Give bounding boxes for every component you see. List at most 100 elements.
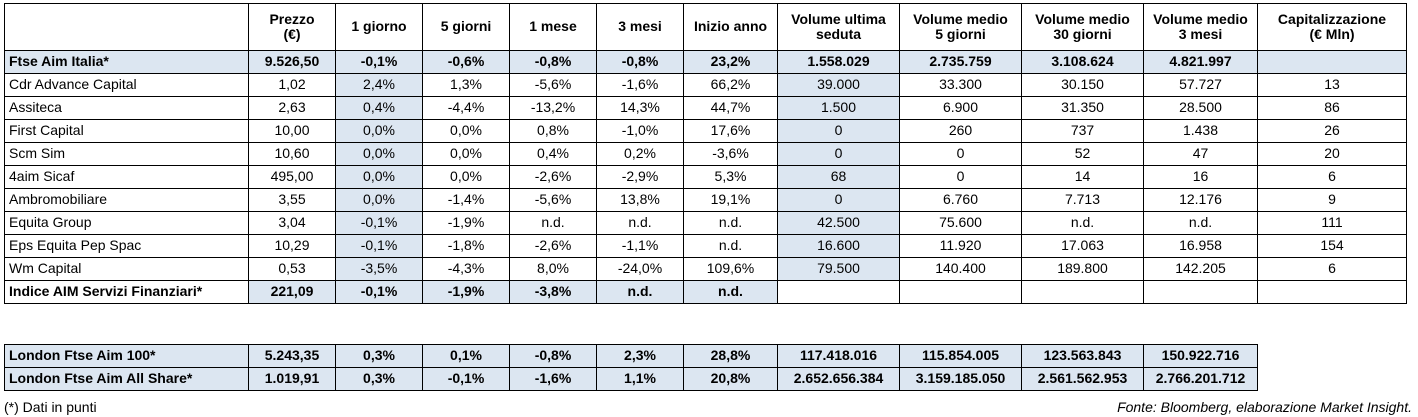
cell-col-3: 1,3% bbox=[422, 73, 510, 97]
column-header: 3 mesi bbox=[596, 3, 684, 51]
cell-col-6: n.d. bbox=[683, 280, 778, 304]
table-row: Wm Capital 0,53 -3,5% -4,3% 8,0% -24,0% 109,6%… bbox=[4, 257, 1407, 281]
index-row: Ftse Aim Italia* 9.526,50 -0,1% -0,6% -0,8% -… bbox=[4, 50, 1407, 74]
row-label: 4aim Sicaf bbox=[4, 165, 249, 189]
cell-col-5: 14,3% bbox=[596, 96, 684, 120]
source-note: Fonte: Bloomberg, elaborazione Market In… bbox=[1117, 399, 1412, 415]
cell-col-1: 3,04 bbox=[248, 211, 336, 235]
cell-col-10: 1.438 bbox=[1143, 119, 1258, 143]
cell-col-7 bbox=[777, 280, 900, 304]
row-label: London Ftse Aim 100* bbox=[4, 344, 249, 368]
cell-col-10: 47 bbox=[1143, 142, 1258, 166]
cell-col-11: 20 bbox=[1257, 142, 1407, 166]
column-header: 1 mese bbox=[509, 3, 597, 51]
cell-col-10: 12.176 bbox=[1143, 188, 1258, 212]
cell-col-10: 16.958 bbox=[1143, 234, 1258, 258]
column-header: Volume ultima seduta bbox=[777, 3, 900, 51]
cell-col-3: -4,4% bbox=[422, 96, 510, 120]
cell-col-9 bbox=[1021, 280, 1144, 304]
cell-col-1: 495,00 bbox=[248, 165, 336, 189]
cell-col-5: 2,3% bbox=[596, 344, 684, 368]
column-header: Volume medio 3 mesi bbox=[1143, 3, 1258, 51]
row-label: London Ftse Aim All Share* bbox=[4, 367, 249, 391]
cell-col-8 bbox=[899, 280, 1022, 304]
cell-col-7: 79.500 bbox=[777, 257, 900, 281]
cell-col-11 bbox=[1257, 50, 1407, 74]
cell-col-3: -1,9% bbox=[422, 280, 510, 304]
cell-col-2: 0,4% bbox=[335, 96, 423, 120]
row-label: Equita Group bbox=[4, 211, 249, 235]
cell-col-9: n.d. bbox=[1021, 211, 1144, 235]
cell-col-2: 0,0% bbox=[335, 188, 423, 212]
cell-col-1: 10,29 bbox=[248, 234, 336, 258]
cell-col-1: 2,63 bbox=[248, 96, 336, 120]
cell-col-5: 13,8% bbox=[596, 188, 684, 212]
cell-col-5: n.d. bbox=[596, 211, 684, 235]
cell-col-3: 0,1% bbox=[422, 344, 510, 368]
cell-col-9: 737 bbox=[1021, 119, 1144, 143]
table-row: Equita Group 3,04 -0,1% -1,9% n.d. n.d. n.d. 42… bbox=[4, 211, 1407, 235]
cell-col-11 bbox=[1257, 280, 1407, 304]
table-row: Ambromobiliare 3,55 0,0% -1,4% -5,6% 13,8% 19,… bbox=[4, 188, 1407, 212]
cell-col-9: 3.108.624 bbox=[1021, 50, 1144, 74]
cell-col-6: 19,1% bbox=[683, 188, 778, 212]
cell-col-6: 17,6% bbox=[683, 119, 778, 143]
cell-col-10: 150.922.716 bbox=[1143, 344, 1258, 368]
cell-col-11: 154 bbox=[1257, 234, 1407, 258]
cell-col-6: 44,7% bbox=[683, 96, 778, 120]
cell-col-7: 0 bbox=[777, 142, 900, 166]
cell-col-11: 6 bbox=[1257, 165, 1407, 189]
cell-col-7: 16.600 bbox=[777, 234, 900, 258]
cell-col-3: 0,0% bbox=[422, 142, 510, 166]
column-header bbox=[4, 3, 249, 51]
row-label: Ambromobiliare bbox=[4, 188, 249, 212]
table-row: Eps Equita Pep Spac 10,29 -0,1% -1,8% -2,6% -… bbox=[4, 234, 1407, 258]
cell-col-1: 10,00 bbox=[248, 119, 336, 143]
cell-col-1: 5.243,35 bbox=[248, 344, 336, 368]
cell-col-7: 39.000 bbox=[777, 73, 900, 97]
cell-col-2: 0,0% bbox=[335, 119, 423, 143]
cell-col-6: 20,8% bbox=[683, 367, 778, 391]
cell-col-5: -1,1% bbox=[596, 234, 684, 258]
cell-col-9: 31.350 bbox=[1021, 96, 1144, 120]
cell-col-4: n.d. bbox=[509, 211, 597, 235]
cell-col-7: 2.652.656.384 bbox=[777, 367, 900, 391]
market-table: Prezzo (€) 1 giorno 5 giorni 1 mese 3 mesi In… bbox=[4, 3, 1407, 304]
cell-col-9: 14 bbox=[1021, 165, 1144, 189]
column-header: Inizio anno bbox=[683, 3, 778, 51]
column-header: 5 giorni bbox=[422, 3, 510, 51]
cell-col-4: -13,2% bbox=[509, 96, 597, 120]
cell-col-8: 0 bbox=[899, 142, 1022, 166]
cell-col-6: n.d. bbox=[683, 234, 778, 258]
cell-col-2: 0,0% bbox=[335, 165, 423, 189]
cell-col-6: 23,2% bbox=[683, 50, 778, 74]
cell-col-7: 117.418.016 bbox=[777, 344, 900, 368]
cell-col-3: -4,3% bbox=[422, 257, 510, 281]
header-row: Prezzo (€) 1 giorno 5 giorni 1 mese 3 mesi In… bbox=[4, 3, 1407, 51]
cell-col-2: -0,1% bbox=[335, 50, 423, 74]
cell-col-9: 17.063 bbox=[1021, 234, 1144, 258]
cell-col-2: 0,3% bbox=[335, 344, 423, 368]
cell-col-8: 6.900 bbox=[899, 96, 1022, 120]
cell-col-2: -0,1% bbox=[335, 211, 423, 235]
cell-col-1: 9.526,50 bbox=[248, 50, 336, 74]
cell-col-4: -3,8% bbox=[509, 280, 597, 304]
cell-col-8: 140.400 bbox=[899, 257, 1022, 281]
cell-col-3: 0,0% bbox=[422, 119, 510, 143]
cell-col-4: -0,8% bbox=[509, 344, 597, 368]
cell-col-5: -0,8% bbox=[596, 50, 684, 74]
cell-col-4: -1,6% bbox=[509, 367, 597, 391]
cell-col-1: 1.019,91 bbox=[248, 367, 336, 391]
cell-col-3: -1,8% bbox=[422, 234, 510, 258]
cell-col-8: 3.159.185.050 bbox=[899, 367, 1022, 391]
cell-col-1: 221,09 bbox=[248, 280, 336, 304]
row-label: Wm Capital bbox=[4, 257, 249, 281]
row-label: First Capital bbox=[4, 119, 249, 143]
cell-col-11: 26 bbox=[1257, 119, 1407, 143]
table-row: Assiteca 2,63 0,4% -4,4% -13,2% 14,3% 44,7% 1.5… bbox=[4, 96, 1407, 120]
cell-col-6: -3,6% bbox=[683, 142, 778, 166]
cell-col-8: 260 bbox=[899, 119, 1022, 143]
row-label: Cdr Advance Capital bbox=[4, 73, 249, 97]
cell-col-8: 0 bbox=[899, 165, 1022, 189]
cell-col-7: 1.500 bbox=[777, 96, 900, 120]
